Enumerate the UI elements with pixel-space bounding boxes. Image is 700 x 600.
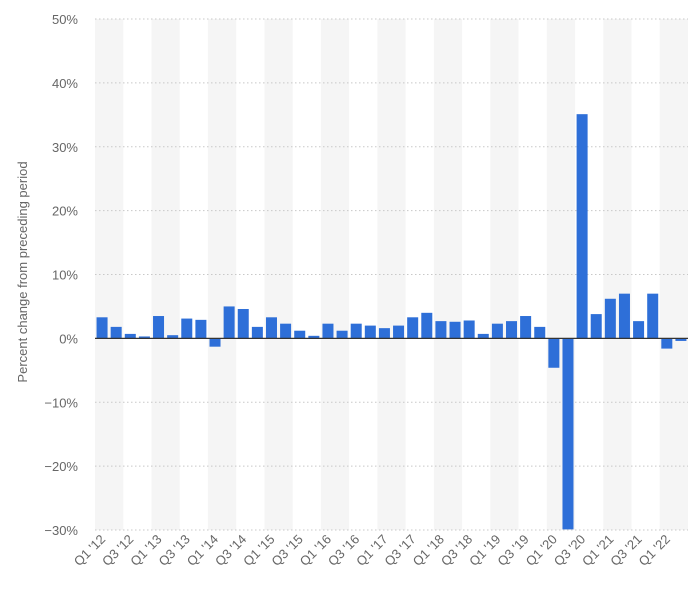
- bar[interactable]: [378, 328, 390, 339]
- bar[interactable]: [251, 326, 263, 339]
- bar[interactable]: [294, 330, 306, 339]
- bar[interactable]: [280, 323, 292, 339]
- bar[interactable]: [562, 338, 574, 530]
- y-tick-label: −20%: [44, 459, 78, 474]
- x-tick-label: Q3 '15: [268, 532, 305, 569]
- x-tick-label: Q3 '17: [381, 532, 418, 569]
- y-tick-label: 0%: [59, 331, 78, 346]
- bar[interactable]: [661, 338, 673, 349]
- bar[interactable]: [520, 316, 532, 339]
- x-tick-label: Q1 '14: [184, 532, 221, 569]
- bar[interactable]: [153, 316, 165, 339]
- y-tick-label: 10%: [52, 268, 78, 283]
- bar[interactable]: [421, 312, 433, 339]
- bar[interactable]: [534, 326, 546, 339]
- x-tick-label: Q3 '14: [212, 532, 249, 569]
- bars: [96, 114, 687, 530]
- bar[interactable]: [308, 335, 320, 339]
- bar[interactable]: [181, 318, 193, 339]
- x-tick-label: Q1 '13: [127, 532, 164, 569]
- bar[interactable]: [449, 321, 461, 339]
- bar[interactable]: [590, 314, 602, 339]
- bar[interactable]: [124, 333, 136, 339]
- x-tick-label: Q3 '19: [494, 532, 531, 569]
- x-tick-label: Q3 '18: [438, 532, 475, 569]
- bar[interactable]: [364, 325, 376, 339]
- bar[interactable]: [407, 317, 419, 339]
- x-tick-label: Q3 '20: [551, 532, 588, 569]
- bar[interactable]: [138, 336, 150, 339]
- bar[interactable]: [675, 338, 687, 341]
- x-tick-label: Q1 '18: [410, 532, 447, 569]
- bar[interactable]: [548, 338, 560, 368]
- x-tick-label: Q1 '21: [579, 532, 616, 569]
- bar[interactable]: [435, 321, 447, 339]
- bar[interactable]: [618, 293, 630, 339]
- bar[interactable]: [604, 298, 616, 339]
- x-tick-label: Q3 '12: [99, 532, 136, 569]
- bar[interactable]: [195, 319, 207, 339]
- x-tick-label: Q1 '15: [240, 532, 277, 569]
- y-axis-title: Percent change from preceding period: [15, 161, 30, 382]
- y-tick-label: 40%: [52, 76, 78, 91]
- y-tick-label: 20%: [52, 204, 78, 219]
- gridlines: [95, 18, 688, 531]
- bar[interactable]: [209, 338, 221, 347]
- bar[interactable]: [265, 317, 277, 339]
- bar[interactable]: [491, 323, 503, 339]
- bar[interactable]: [477, 333, 489, 339]
- y-tick-label: −10%: [44, 395, 78, 410]
- bar[interactable]: [633, 321, 645, 339]
- bar[interactable]: [96, 317, 108, 339]
- x-tick-label: Q3 '13: [155, 532, 192, 569]
- x-tick-label: Q3 '16: [325, 532, 362, 569]
- bar[interactable]: [463, 320, 475, 339]
- bar[interactable]: [110, 326, 122, 339]
- bar[interactable]: [393, 325, 405, 339]
- y-tick-labels: 50% 40% 30% 20% 10% 0% −10% −20% −30%: [44, 12, 78, 538]
- x-tick-label: Q1 '20: [523, 532, 560, 569]
- bar[interactable]: [322, 323, 334, 339]
- x-tick-label: Q3 '21: [607, 532, 644, 569]
- x-tick-label: Q1 '22: [636, 532, 673, 569]
- x-tick-label: Q1 '17: [353, 532, 390, 569]
- bar[interactable]: [647, 293, 659, 339]
- x-tick-label: Q1 '16: [297, 532, 334, 569]
- y-tick-label: 30%: [52, 140, 78, 155]
- bar[interactable]: [336, 330, 348, 339]
- bar[interactable]: [576, 114, 588, 339]
- bar[interactable]: [223, 306, 235, 339]
- bar[interactable]: [167, 335, 179, 339]
- bar[interactable]: [350, 323, 362, 339]
- y-tick-label: −30%: [44, 523, 78, 538]
- x-tick-label: Q1 '19: [466, 532, 503, 569]
- bar[interactable]: [506, 321, 518, 339]
- y-tick-label: 50%: [52, 12, 78, 27]
- bar[interactable]: [237, 308, 249, 339]
